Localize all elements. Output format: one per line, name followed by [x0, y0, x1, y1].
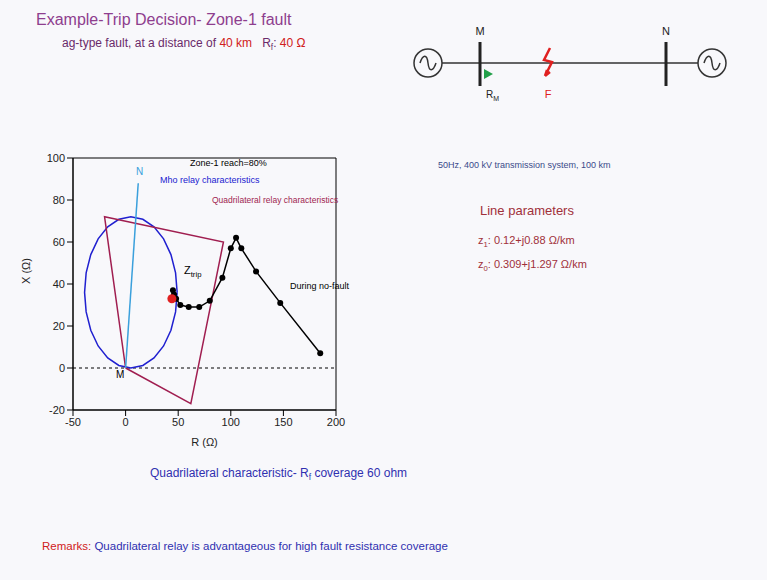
svg-text:80: 80 — [53, 194, 65, 206]
svg-text:20: 20 — [53, 320, 65, 332]
html-text:Zone-1 reach=80%: Zone-1 reach=80% — [190, 158, 267, 168]
svg-text:F: F — [545, 88, 552, 100]
svg-text:R (Ω): R (Ω) — [191, 436, 218, 448]
svg-text:X (Ω): X (Ω) — [20, 258, 32, 284]
svg-text:RM: RM — [486, 89, 499, 102]
svg-text:0: 0 — [59, 362, 65, 374]
html-text:Ztrip: Ztrip — [184, 264, 202, 280]
html-text:Remarks: Quadrilateral relay i: Remarks: Quadrilateral relay is advantag… — [42, 540, 448, 552]
html-text:M: M — [116, 369, 125, 380]
svg-text:60: 60 — [53, 236, 65, 248]
svg-text:50: 50 — [172, 416, 184, 428]
html-text:ag-type fault, at a distance o: ag-type fault, at a distance of 40 km Rf… — [62, 36, 306, 53]
html-text:50Hz, 400 kV transmission syst: 50Hz, 400 kV transmission system, 100 km — [438, 160, 611, 170]
html-text:Quadrilateral relay characteri: Quadrilateral relay characteristics — [212, 195, 339, 205]
html-text:Mho relay characteristics: Mho relay characteristics — [160, 175, 260, 185]
html-text:Line parameters: Line parameters — [480, 203, 574, 218]
svg-text:-20: -20 — [49, 404, 65, 416]
svg-text:0: 0 — [123, 416, 129, 428]
svg-text:100: 100 — [222, 416, 240, 428]
svg-text:M: M — [475, 25, 484, 37]
html-text:Quadrilateral characteristic-: Quadrilateral characteristic- Rfcoverage… — [150, 466, 408, 483]
svg-text:150: 150 — [274, 416, 292, 428]
html-text:z1: 0.12+j0.88 Ω/km: z1: 0.12+j0.88 Ω/km — [478, 234, 575, 250]
svg-text:100: 100 — [47, 152, 65, 164]
svg-text:-50: -50 — [65, 416, 81, 428]
svg-text:N: N — [662, 25, 670, 37]
svg-text:40: 40 — [53, 278, 65, 290]
html-text:Example-Trip Decision- Zone-1: Example-Trip Decision- Zone-1 fault — [36, 11, 292, 28]
html-text:z0: 0.309+j1.297 Ω/km: z0: 0.309+j1.297 Ω/km — [478, 258, 587, 274]
svg-text:200: 200 — [327, 416, 345, 428]
html-text:During no-fault: During no-fault — [290, 281, 349, 291]
html-text:N: N — [136, 166, 144, 177]
